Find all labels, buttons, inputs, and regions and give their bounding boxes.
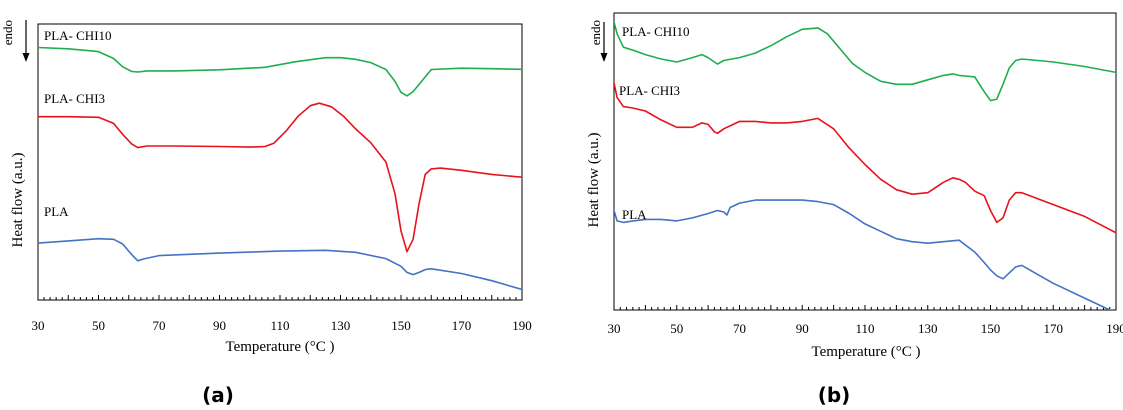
series-labels: PLA- CHI10 PLA- CHI3 PLA [44, 28, 112, 219]
x-tick-label-70: 70 [153, 318, 166, 333]
endo-direction-label: endo [0, 20, 15, 45]
x-tick-label-150: 150 [391, 318, 411, 333]
x-tick-label-170: 170 [1044, 321, 1064, 336]
series-line-pla [38, 237, 522, 291]
x-tick-label-170: 170 [452, 318, 472, 333]
x-tick-label-190: 190 [512, 318, 532, 333]
x-tick-label-90: 90 [796, 321, 809, 336]
x-tick-label-50: 50 [92, 318, 105, 333]
x-tick-label-150: 150 [981, 321, 1001, 336]
endo-direction-label: endo [588, 20, 603, 45]
x-tick-label-130: 130 [331, 318, 351, 333]
panel-label: (b) [818, 383, 851, 407]
series-line-pla [614, 199, 1112, 310]
x-axis-ticks [613, 305, 1117, 310]
series-label-pla-chi3: PLA- CHI3 [619, 83, 680, 98]
x-axis-title: Temperature (°C ) [225, 339, 334, 355]
series-line-pla-chi10 [38, 46, 522, 97]
x-tick-label-110: 110 [270, 318, 289, 333]
series-labels: PLA- CHI10 PLA- CHI3 PLA [619, 24, 690, 222]
series-line-pla-chi10 [614, 21, 1116, 102]
series-lines [614, 21, 1116, 310]
x-axis-tick-labels: 30 50 70 90 110 130 150 170 190 [608, 321, 1123, 336]
x-tick-label-50: 50 [670, 321, 683, 336]
y-axis-title: Heat flow (a.u.) [10, 153, 26, 248]
series-line-pla-chi3 [614, 82, 1116, 234]
x-tick-label-30: 30 [608, 321, 621, 336]
x-axis-title: Temperature (°C ) [811, 344, 920, 360]
endo-arrow-icon [600, 22, 608, 62]
series-label-pla: PLA [44, 204, 69, 219]
x-tick-label-190: 190 [1106, 321, 1123, 336]
x-tick-label-130: 130 [918, 321, 938, 336]
x-tick-label-70: 70 [733, 321, 746, 336]
series-label-pla-chi3: PLA- CHI3 [44, 91, 105, 106]
plot-frame [37, 23, 523, 301]
x-tick-label-110: 110 [855, 321, 874, 336]
series-label-pla-chi10: PLA- CHI10 [622, 24, 690, 39]
x-tick-label-30: 30 [32, 318, 45, 333]
panel-label: (a) [202, 383, 234, 407]
series-label-pla: PLA [622, 207, 647, 222]
endo-arrow-icon [22, 20, 30, 62]
x-tick-label-90: 90 [213, 318, 226, 333]
y-axis-title: Heat flow (a.u.) [586, 133, 602, 228]
x-axis-ticks [37, 295, 523, 300]
plot-frame [613, 12, 1117, 311]
series-lines [38, 46, 522, 291]
series-line-pla-chi3 [38, 102, 522, 253]
series-label-pla-chi10: PLA- CHI10 [44, 28, 112, 43]
x-axis-tick-labels: 30 50 70 90 110 130 150 170 190 [32, 318, 532, 333]
